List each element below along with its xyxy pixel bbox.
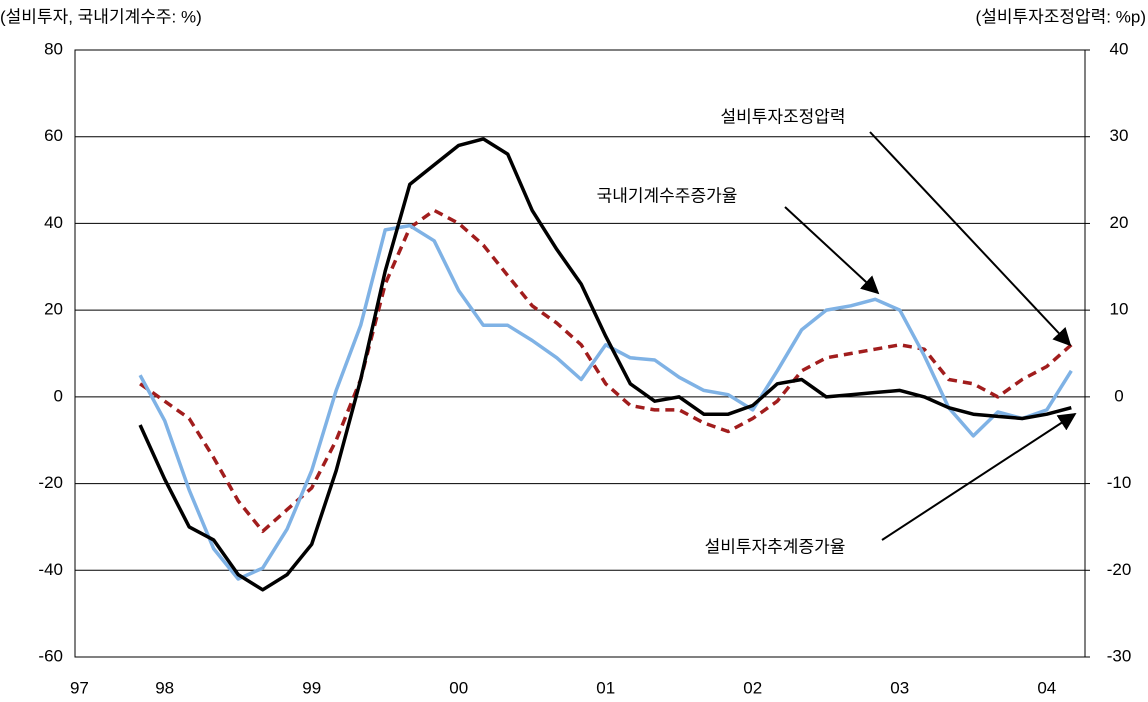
y-axis-label: (설비투자, 국내기계수주: %): [0, 7, 202, 26]
x-tick-label: 00: [449, 678, 468, 697]
y2-tick-label: 10: [1110, 300, 1129, 319]
y2-tick-label: -30: [1107, 646, 1132, 665]
annotation: 설비투자조정압력: [720, 107, 845, 126]
series-line: [138, 223, 1073, 581]
annotation-arrow: [881, 413, 1077, 541]
y-tick-label: -60: [38, 646, 63, 665]
annotation: 설비투자추계증가율: [705, 537, 846, 556]
y-tick-label: 0: [54, 386, 63, 405]
series-line: [139, 208, 1073, 534]
y-tick-label: -40: [38, 560, 63, 579]
x-tick-label: 02: [743, 678, 762, 697]
y-tick-label: -20: [38, 473, 63, 492]
y-tick-label: 40: [44, 213, 63, 232]
x-tick-label: 97: [70, 678, 89, 697]
lines: [138, 137, 1073, 592]
y2-axis-label: (설비투자조정압력: %p): [976, 7, 1146, 26]
y2-tick-label: 20: [1110, 213, 1129, 232]
grid: [75, 49, 1090, 658]
x-tick-label: 04: [1037, 678, 1056, 697]
series-line: [138, 137, 1072, 592]
x-tick-label: 01: [596, 678, 615, 697]
annotation-arrow: [869, 131, 1072, 347]
y2-tick-label: 0: [1114, 386, 1123, 405]
y2-tick-label: 40: [1110, 39, 1129, 58]
x-tick-label: 03: [890, 678, 909, 697]
annotation: 국내기계수주증가율: [597, 186, 738, 205]
x-tick-label: 99: [302, 678, 321, 697]
x-tick-label: 98: [155, 678, 174, 697]
annotation-arrow: [784, 206, 880, 295]
y2-tick-label: -10: [1107, 473, 1132, 492]
y-tick-label: 80: [44, 39, 63, 58]
y-tick-label: 20: [44, 300, 63, 319]
y2-tick-label: -20: [1107, 560, 1132, 579]
y-tick-label: 60: [44, 126, 63, 145]
y2-tick-label: 30: [1110, 126, 1129, 145]
